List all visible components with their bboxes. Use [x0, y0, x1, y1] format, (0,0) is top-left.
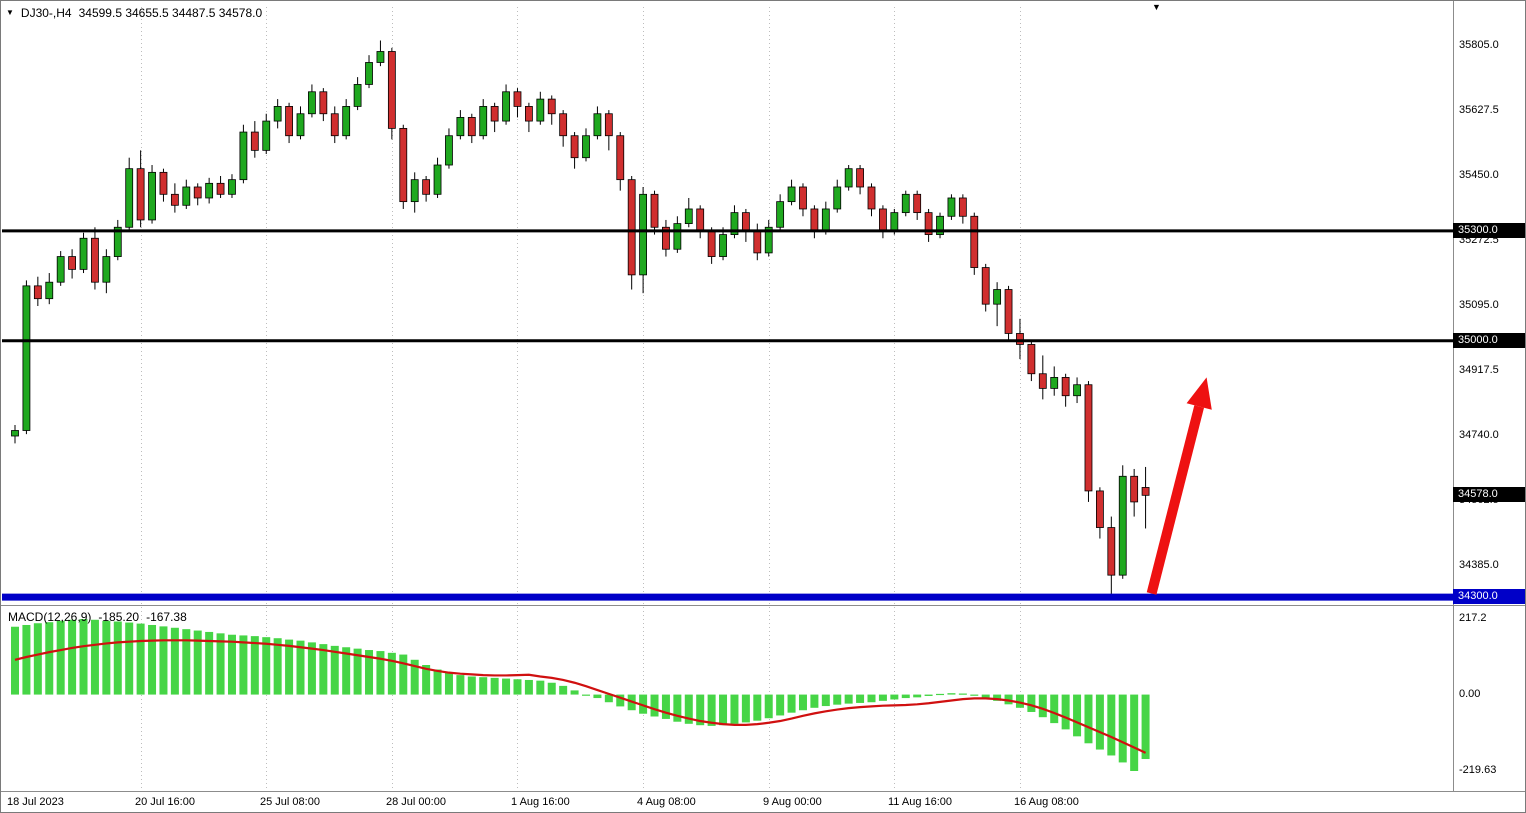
price-axis-label: 35627.5 [1459, 104, 1499, 116]
time-axis-label: 4 Aug 08:00 [637, 796, 696, 808]
macd-signal-line [14, 639, 1147, 754]
grid-lines [141, 7, 1021, 790]
price-axis-label: 35450.0 [1459, 169, 1499, 181]
candlesticks [11, 40, 1150, 598]
time-axis-label: 11 Aug 16:00 [888, 796, 953, 808]
macd-name: MACD(12,26,9) [8, 610, 92, 624]
price-badge-0: 35300.0 [1453, 222, 1525, 238]
chart-shift-marker-icon[interactable]: ▼ [1152, 2, 1161, 12]
trend-arrow-annotation[interactable] [1146, 377, 1212, 595]
time-axis-label: 28 Jul 00:00 [386, 796, 446, 808]
macd-histogram [11, 619, 1150, 771]
collapse-chart-icon[interactable]: ▼ [6, 8, 14, 17]
time-axis-label: 9 Aug 00:00 [763, 796, 822, 808]
time-axis-label: 18 Jul 2023 [7, 796, 64, 808]
ohlc-readout: 34599.5 34655.5 34487.5 34578.0 [78, 6, 263, 20]
symbol-timeframe-label: DJ30-,H4 [20, 6, 72, 20]
macd-value: -185.20 [98, 610, 140, 624]
macd-axis-label: 217.2 [1459, 612, 1487, 624]
price-axis-label: 35095.0 [1459, 299, 1499, 311]
price-axis-separator [1453, 1, 1454, 791]
price-badge-2: 34578.0 [1453, 487, 1525, 503]
price-badge-1: 35000.0 [1453, 332, 1525, 348]
macd-axis-label: 0.00 [1459, 687, 1481, 700]
price-axis-label: 34385.0 [1459, 559, 1499, 571]
time-axis-label: 16 Aug 08:00 [1014, 796, 1079, 808]
price-axis-label: 35805.0 [1459, 39, 1499, 51]
pane-separator[interactable] [1, 605, 1525, 606]
time-axis-label: 25 Jul 08:00 [260, 796, 320, 808]
price-axis-label: 34740.0 [1459, 429, 1499, 441]
macd-axis-label: -219.63 [1459, 764, 1497, 776]
time-axis-label: 1 Aug 16:00 [511, 796, 570, 808]
chart-header: ▼ DJ30-,H4 34599.5 34655.5 34487.5 34578… [6, 6, 262, 20]
price-axis-label: 34917.5 [1459, 364, 1499, 376]
time-axis[interactable]: 18 Jul 2023 20 Jul 16:00 25 Jul 08:00 28 Ju… [1, 791, 1525, 812]
time-axis-label: 20 Jul 16:00 [135, 796, 195, 808]
price-badge-3: 34300.0 [1453, 589, 1525, 605]
macd-signal-value: -167.38 [146, 610, 187, 624]
macd-indicator-label: MACD(12,26,9) -185.20 -167.38 [8, 610, 187, 624]
